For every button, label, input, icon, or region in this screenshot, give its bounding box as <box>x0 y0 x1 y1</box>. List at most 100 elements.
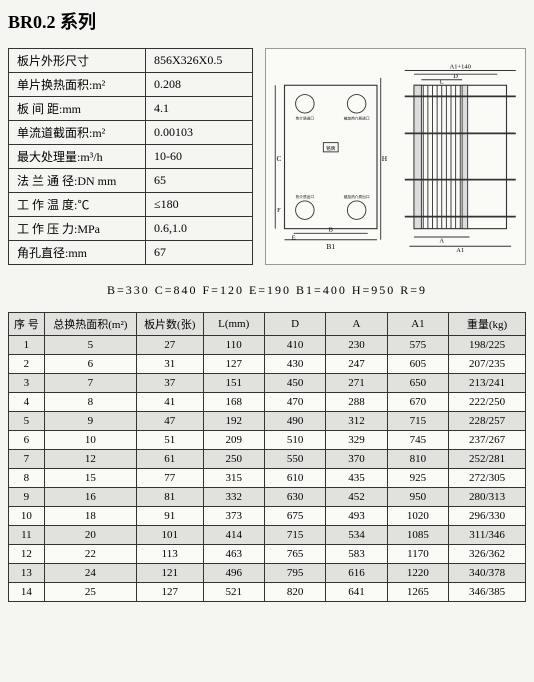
technical-diagram: 铭牌 B1 B C H F E 热介质进口 被加热介质进口 热介质出口 被加热介… <box>265 48 526 265</box>
table-cell: 575 <box>387 336 448 355</box>
column-header: 总换热面积(m²) <box>44 313 136 336</box>
table-cell: 15 <box>44 469 136 488</box>
column-header: 重量(kg) <box>449 313 526 336</box>
spec-row: 工 作 温 度:℃≤180 <box>9 193 253 217</box>
spec-value: ≤180 <box>146 193 253 217</box>
table-cell: 151 <box>203 374 264 393</box>
table-cell: 296/330 <box>449 507 526 526</box>
table-cell: 583 <box>326 545 387 564</box>
table-cell: 452 <box>326 488 387 507</box>
table-cell: 16 <box>44 488 136 507</box>
table-cell: 1170 <box>387 545 448 564</box>
table-cell: 3 <box>9 374 45 393</box>
table-cell: 280/313 <box>449 488 526 507</box>
table-cell: 5 <box>44 336 136 355</box>
table-cell: 14 <box>9 583 45 602</box>
table-header-row: 序 号总换热面积(m²)板片数(张)L(mm)DAA1重量(kg) <box>9 313 526 336</box>
spec-value: 65 <box>146 169 253 193</box>
table-cell: 463 <box>203 545 264 564</box>
table-cell: 9 <box>9 488 45 507</box>
table-cell: 8 <box>44 393 136 412</box>
table-cell: 198/225 <box>449 336 526 355</box>
cold-out-label: 被加热介质出口 <box>344 194 370 199</box>
table-cell: 9 <box>44 412 136 431</box>
table-cell: 795 <box>264 564 325 583</box>
table-cell: 168 <box>203 393 264 412</box>
spec-label: 单流道截面积:m² <box>9 121 146 145</box>
table-cell: 8 <box>9 469 45 488</box>
table-cell: 24 <box>44 564 136 583</box>
hot-out-label: 热介质出口 <box>296 194 315 199</box>
column-header: A <box>326 313 387 336</box>
table-cell: 6 <box>9 431 45 450</box>
table-cell: 311/346 <box>449 526 526 545</box>
table-cell: 340/378 <box>449 564 526 583</box>
table-cell: 1265 <box>387 583 448 602</box>
table-cell: 675 <box>264 507 325 526</box>
table-cell: 31 <box>136 355 203 374</box>
table-cell: 237/267 <box>449 431 526 450</box>
table-row: 14251275218206411265346/385 <box>9 583 526 602</box>
table-cell: 288 <box>326 393 387 412</box>
table-cell: 925 <box>387 469 448 488</box>
column-header: L(mm) <box>203 313 264 336</box>
spec-row: 工 作 压 力:MPa0.6,1.0 <box>9 217 253 241</box>
table-cell: 271 <box>326 374 387 393</box>
table-cell: 207/235 <box>449 355 526 374</box>
dim-a: A <box>439 238 444 245</box>
spec-value: 0.6,1.0 <box>146 217 253 241</box>
table-cell: 430 <box>264 355 325 374</box>
spec-row: 角孔直径:mm67 <box>9 241 253 265</box>
column-header: 序 号 <box>9 313 45 336</box>
table-cell: 192 <box>203 412 264 431</box>
table-cell: 222/250 <box>449 393 526 412</box>
table-cell: 247 <box>326 355 387 374</box>
table-cell: 121 <box>136 564 203 583</box>
table-cell: 127 <box>203 355 264 374</box>
dim-b: B <box>329 226 333 233</box>
table-row: 5947192490312715228/257 <box>9 412 526 431</box>
table-cell: 450 <box>264 374 325 393</box>
table-cell: 228/257 <box>449 412 526 431</box>
spec-value: 0.00103 <box>146 121 253 145</box>
table-cell: 47 <box>136 412 203 431</box>
dimensions-summary: B=330 C=840 F=120 E=190 B1=400 H=950 R=9 <box>8 283 526 298</box>
table-cell: 12 <box>44 450 136 469</box>
table-row: 12221134637655831170326/362 <box>9 545 526 564</box>
table-cell: 6 <box>44 355 136 374</box>
table-cell: 312 <box>326 412 387 431</box>
table-cell: 745 <box>387 431 448 450</box>
column-header: D <box>264 313 325 336</box>
spec-label: 角孔直径:mm <box>9 241 146 265</box>
table-cell: 252/281 <box>449 450 526 469</box>
table-cell: 715 <box>264 526 325 545</box>
table-cell: 7 <box>9 450 45 469</box>
table-cell: 18 <box>44 507 136 526</box>
table-cell: 11 <box>9 526 45 545</box>
table-row: 2631127430247605207/235 <box>9 355 526 374</box>
table-cell: 7 <box>44 374 136 393</box>
table-cell: 81 <box>136 488 203 507</box>
table-cell: 650 <box>387 374 448 393</box>
top-section: 板片外形尺寸856X326X0.5单片换热面积:m²0.208板 间 距:mm4… <box>8 48 526 265</box>
table-cell: 10 <box>44 431 136 450</box>
table-cell: 113 <box>136 545 203 564</box>
table-cell: 25 <box>44 583 136 602</box>
spec-table: 板片外形尺寸856X326X0.5单片换热面积:m²0.208板 间 距:mm4… <box>8 48 253 265</box>
spec-label: 法 兰 通 径:DN mm <box>9 169 146 193</box>
table-cell: 534 <box>326 526 387 545</box>
table-cell: 272/305 <box>449 469 526 488</box>
table-row: 61051209510329745237/267 <box>9 431 526 450</box>
table-cell: 12 <box>9 545 45 564</box>
table-cell: 332 <box>203 488 264 507</box>
table-cell: 493 <box>326 507 387 526</box>
spec-row: 板 间 距:mm4.1 <box>9 97 253 121</box>
table-cell: 101 <box>136 526 203 545</box>
table-cell: 510 <box>264 431 325 450</box>
table-cell: 521 <box>203 583 264 602</box>
table-cell: 490 <box>264 412 325 431</box>
cold-in-label: 被加热介质进口 <box>344 116 370 121</box>
table-cell: 209 <box>203 431 264 450</box>
series-title: BR0.2 系列 <box>8 8 526 34</box>
table-cell: 1220 <box>387 564 448 583</box>
